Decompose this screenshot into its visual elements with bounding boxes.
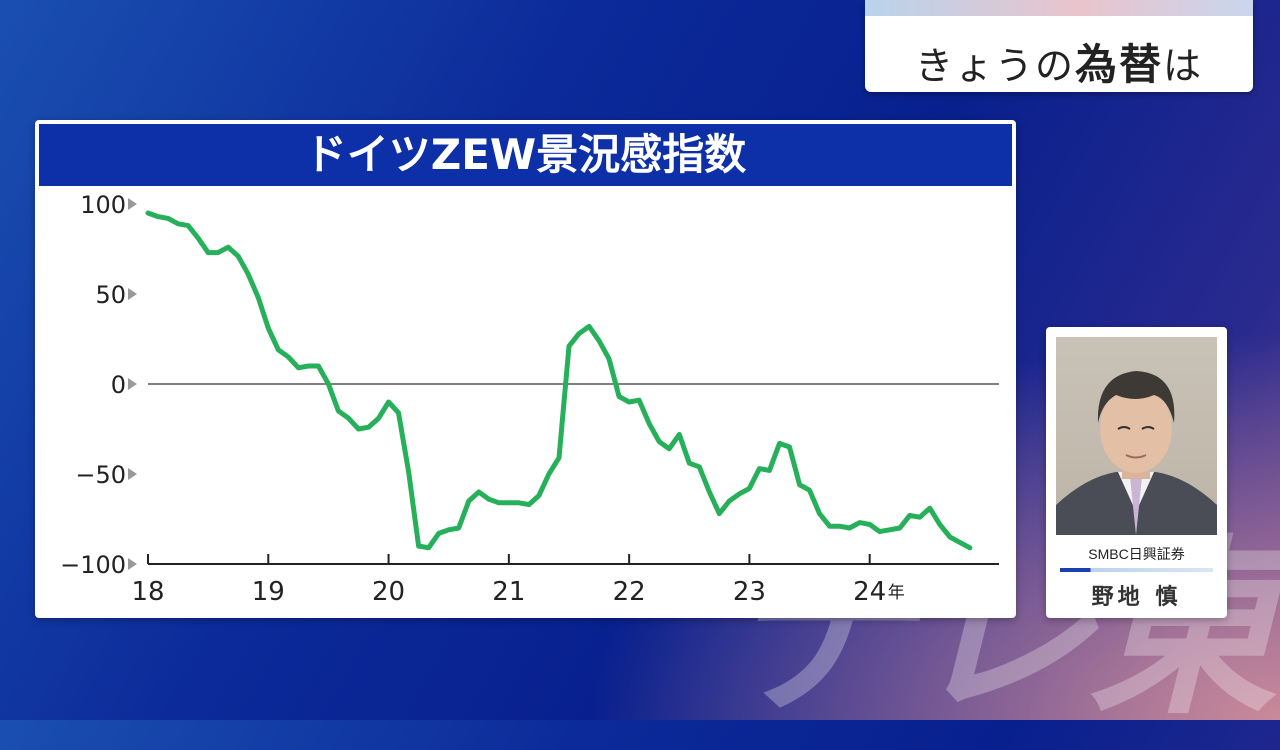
- y-tick-label: 100: [80, 191, 126, 219]
- x-tick-label: 20: [372, 577, 405, 607]
- x-tick-label: 19: [252, 577, 285, 607]
- chart-title: ドイツZEW景況感指数: [39, 124, 1012, 186]
- presenter-name: 野地 慎: [1091, 585, 1182, 610]
- topic-suffix: は: [1163, 44, 1204, 88]
- topic-bold: 為替: [1074, 40, 1163, 89]
- x-tick-label: 22: [613, 577, 646, 607]
- y-tick-marker: [128, 468, 137, 480]
- x-tick-suffix: 年: [888, 583, 905, 603]
- x-tick-label: 18: [131, 577, 164, 607]
- presenter-portrait: [1056, 371, 1217, 535]
- y-tick-marker: [128, 198, 137, 210]
- x-tick-label: 23: [733, 577, 766, 607]
- presenter-card: SMBC日興証券 野地 慎: [1046, 327, 1227, 618]
- y-tick-marker: [128, 288, 137, 300]
- y-tick-label: 50: [95, 281, 126, 309]
- y-tick-marker: [128, 378, 137, 390]
- topic-banner: きょうの為替は: [865, 0, 1253, 92]
- topic-prefix: きょうの: [914, 44, 1075, 88]
- x-tick-label: 21: [492, 577, 525, 607]
- y-tick-marker: [128, 558, 137, 570]
- y-tick-label: 0: [111, 371, 126, 399]
- y-tick-label: −50: [75, 461, 126, 489]
- series-line-zew: [145, 210, 973, 551]
- x-tick-label: 24: [853, 577, 886, 607]
- y-tick-label: −100: [60, 551, 126, 579]
- presenter-photo: [1056, 337, 1217, 535]
- topic-title: きょうの為替は: [865, 31, 1253, 92]
- presenter-divider: [1060, 568, 1213, 572]
- chart-panel: ドイツZEW景況感指数 100 50 0 −50 −100 18 19 20 21 22 23 24 年: [35, 120, 1016, 618]
- presenter-company: SMBC日興証券: [1088, 546, 1185, 562]
- topic-stripe: [865, 0, 1253, 16]
